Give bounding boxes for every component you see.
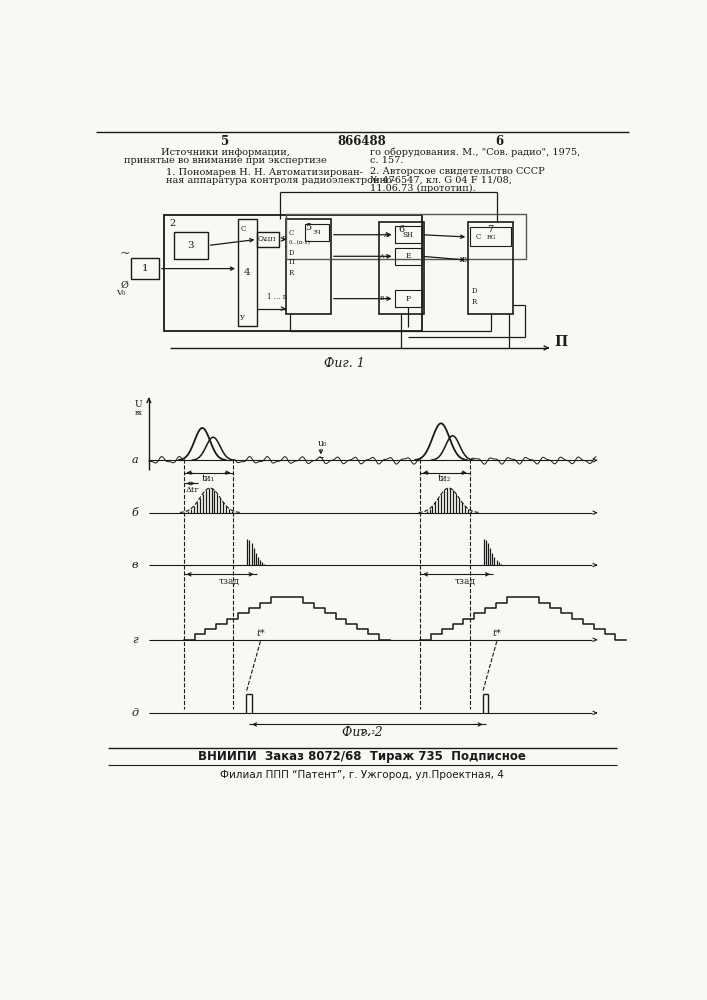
- Text: вх: вх: [134, 409, 143, 417]
- Text: 1: 1: [141, 264, 148, 273]
- Bar: [257, 232, 279, 247]
- Text: t*: t*: [256, 629, 265, 638]
- Text: B: B: [462, 256, 467, 264]
- Text: го оборудования. М., "Сов. радио", 1975,: го оборудования. М., "Сов. радио", 1975,: [370, 148, 580, 157]
- Text: 866488: 866488: [337, 135, 386, 148]
- Text: SH: SH: [402, 231, 414, 239]
- Text: τзад: τзад: [218, 577, 239, 586]
- Bar: [395, 226, 421, 243]
- Text: D: D: [472, 287, 477, 295]
- Bar: [164, 215, 421, 331]
- Text: б: б: [132, 508, 139, 518]
- Text: 7: 7: [487, 225, 493, 234]
- Bar: [395, 248, 421, 265]
- Text: с. 157.: с. 157.: [370, 156, 403, 165]
- Text: в: в: [132, 560, 138, 570]
- Text: ЗЧ: ЗЧ: [312, 230, 321, 235]
- Text: U: U: [135, 400, 143, 409]
- Text: П: П: [288, 258, 294, 266]
- Text: Δtr: Δtr: [185, 486, 199, 494]
- Text: tи₂: tи₂: [438, 474, 452, 483]
- Text: 6: 6: [399, 225, 404, 234]
- Text: г: г: [132, 635, 138, 645]
- Text: 6: 6: [495, 135, 503, 148]
- Text: С: С: [288, 229, 293, 237]
- Text: № 476547, кл. G 04 F 11/08,: № 476547, кл. G 04 F 11/08,: [370, 176, 512, 185]
- Text: R: R: [472, 298, 477, 306]
- Text: Ø: Ø: [120, 281, 128, 290]
- Text: A: A: [382, 231, 387, 239]
- Bar: [305, 224, 329, 241]
- Text: tи₁: tи₁: [202, 474, 215, 483]
- Text: RG: RG: [486, 235, 496, 240]
- Text: 1 ... n: 1 ... n: [267, 293, 287, 301]
- Text: С: С: [240, 225, 245, 233]
- Text: 11.06.73 (прототип).: 11.06.73 (прототип).: [370, 184, 475, 193]
- Text: 4: 4: [244, 268, 250, 277]
- Text: 1. Пономарев Н. Н. Автоматизирован-: 1. Пономарев Н. Н. Автоматизирован-: [166, 168, 363, 177]
- Text: С: С: [258, 235, 263, 243]
- Text: АЦП: АЦП: [260, 237, 276, 242]
- Bar: [395, 290, 421, 307]
- Text: Фиг. 2: Фиг. 2: [341, 726, 382, 739]
- Text: V₀: V₀: [116, 289, 126, 297]
- Text: 5: 5: [221, 135, 230, 148]
- Text: Е: Е: [405, 252, 411, 260]
- Text: П: П: [554, 335, 568, 349]
- Text: Филиал ППП “Патент”, г. Ужгород, ул.Проектная, 4: Филиал ППП “Патент”, г. Ужгород, ул.Прое…: [220, 770, 504, 780]
- Text: D: D: [288, 249, 294, 257]
- Text: ная аппаратура контроля радиоэлектронно-: ная аппаратура контроля радиоэлектронно-: [166, 176, 395, 185]
- Text: Р: Р: [406, 295, 411, 303]
- Bar: [470, 227, 510, 246]
- Text: принятые во внимание при экспертизе: принятые во внимание при экспертизе: [124, 156, 327, 165]
- Text: 2. Авторское свидетельство СССР: 2. Авторское свидетельство СССР: [370, 167, 544, 176]
- Text: τзад: τзад: [455, 577, 476, 586]
- Text: д: д: [132, 708, 139, 718]
- Text: t*: t*: [492, 629, 501, 638]
- Text: А+: А+: [380, 254, 390, 259]
- Text: Источники информации,: Источники информации,: [161, 148, 290, 157]
- Text: R: R: [288, 269, 293, 277]
- Text: 2: 2: [169, 219, 175, 228]
- Bar: [379, 222, 424, 314]
- Bar: [131, 258, 159, 279]
- Bar: [286, 219, 331, 314]
- Bar: [238, 219, 257, 326]
- Text: У: У: [240, 314, 245, 322]
- Text: u₀: u₀: [317, 439, 327, 448]
- Bar: [174, 232, 208, 259]
- Text: 3: 3: [187, 241, 194, 250]
- Text: С: С: [476, 233, 481, 241]
- Text: ~: ~: [119, 247, 130, 260]
- Text: Р: Р: [281, 235, 286, 243]
- Text: Фиг. 1: Фиг. 1: [324, 357, 365, 370]
- Text: В+: В+: [380, 296, 390, 301]
- Text: 5: 5: [305, 223, 312, 232]
- Text: τ₁,₂: τ₁,₂: [359, 727, 375, 736]
- Text: 0...(n-1): 0...(n-1): [288, 240, 310, 245]
- Bar: [286, 214, 526, 259]
- Text: ВНИИПИ  Заказ 8072/68  Тираж 735  Подписное: ВНИИПИ Заказ 8072/68 Тираж 735 Подписное: [198, 750, 526, 763]
- Text: а: а: [132, 455, 138, 465]
- Bar: [468, 222, 513, 314]
